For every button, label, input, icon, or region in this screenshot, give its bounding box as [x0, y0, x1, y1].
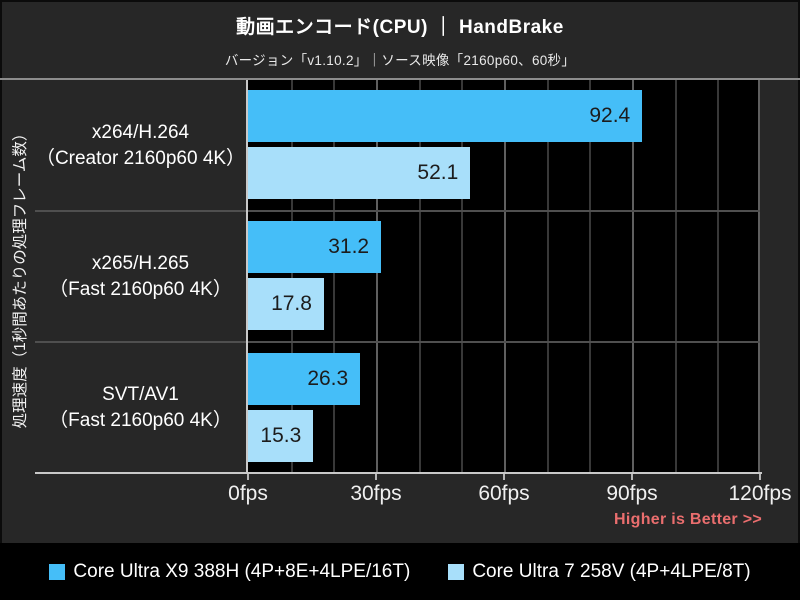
legend: Core Ultra X9 388H (4P+8E+4LPE/16T) Core… [0, 543, 800, 600]
gridline-20fps [333, 80, 336, 474]
gridline-70fps [546, 80, 549, 474]
axis-tick [503, 474, 505, 480]
bar-x265-series1: 31.2 [248, 221, 382, 273]
bar-value-label: 15.3 [260, 424, 302, 447]
legend-item-series1: Core Ultra X9 388H (4P+8E+4LPE/16T) [49, 561, 410, 583]
bar-value-label: 17.8 [271, 292, 312, 315]
category-label-svtav1: SVT/AV1 （Fast 2160p60 4K） [35, 342, 246, 473]
codec-name: x265/H.265 [91, 252, 190, 274]
gridline-120fps [758, 80, 760, 474]
bar-value-label: 92.4 [589, 104, 631, 127]
codec-preset: （Fast 2160p60 4K） [49, 278, 232, 300]
gridline-10fps [290, 80, 293, 474]
category-label-x265: x265/H.265 （Fast 2160p60 4K） [35, 211, 246, 342]
y-axis-line [246, 80, 248, 474]
chart-subtitle: バージョン「v1.10.2」｜ソース映像「2160p60、60秒」 [224, 53, 576, 68]
bar-value-label: 26.3 [307, 367, 349, 390]
x-tick-label-120fps: 120fps [728, 482, 792, 505]
gridline-60fps [504, 80, 506, 474]
axis-tick [631, 474, 633, 480]
x-tick-label-30fps: 30fps [350, 482, 402, 505]
axis-tick [247, 474, 249, 480]
bar-svtav1-series1: 26.3 [248, 353, 361, 405]
bar-value-label: 52.1 [417, 161, 459, 184]
gridline-100fps [674, 80, 677, 474]
category-label-x264: x264/H.264 （Creator 2160p60 4K） [35, 80, 246, 211]
legend-swatch-series1 [49, 563, 66, 580]
gridline-110fps [717, 80, 720, 474]
higher-is-better-note: Higher is Better >> [614, 511, 762, 528]
codec-preset: （Fast 2160p60 4K） [49, 409, 232, 431]
codec-name: SVT/AV1 [102, 383, 179, 405]
codec-name: x264/H.264 [91, 121, 190, 143]
axis-tick [375, 474, 377, 480]
header-separator [0, 78, 800, 80]
x-tick-label-0fps: 0fps [228, 482, 268, 505]
row-divider [35, 210, 760, 212]
legend-swatch-series2 [448, 563, 465, 580]
gridline-90fps [632, 80, 634, 474]
row-divider [35, 341, 760, 343]
gridline-40fps [418, 80, 421, 474]
codec-preset: （Creator 2160p60 4K） [35, 147, 246, 169]
bar-svtav1-series2: 15.3 [248, 410, 314, 462]
x-axis-line [35, 472, 762, 474]
legend-label-series1: Core Ultra X9 388H (4P+8E+4LPE/16T) [73, 560, 411, 582]
legend-label-series2: Core Ultra 7 258V (4P+4LPE/8T) [472, 560, 751, 582]
x-tick-label-90fps: 90fps [606, 482, 658, 505]
x-tick-label-60fps: 60fps [478, 482, 530, 505]
bar-value-label: 31.2 [328, 235, 370, 258]
axis-tick [759, 474, 761, 480]
plot-area: 92.4 52.1 31.2 17.8 26.3 15.3 [248, 80, 760, 474]
y-axis-title: 処理速度（1秒間あたりの処理フレーム数） [12, 125, 29, 429]
gridline-80fps [589, 80, 592, 474]
bar-x264-series1: 92.4 [248, 90, 643, 142]
legend-item-series2: Core Ultra 7 258V (4P+4LPE/8T) [448, 560, 751, 583]
bar-x264-series2: 52.1 [248, 147, 471, 199]
chart-area: 処理速度（1秒間あたりの処理フレーム数） x264/H.264 （Creator… [0, 80, 800, 474]
bar-x265-series2: 17.8 [248, 278, 324, 330]
gridline-50fps [461, 80, 464, 474]
gridline-30fps [376, 80, 378, 474]
chart-title: 動画エンコード(CPU) ｜ HandBrake [236, 17, 564, 38]
